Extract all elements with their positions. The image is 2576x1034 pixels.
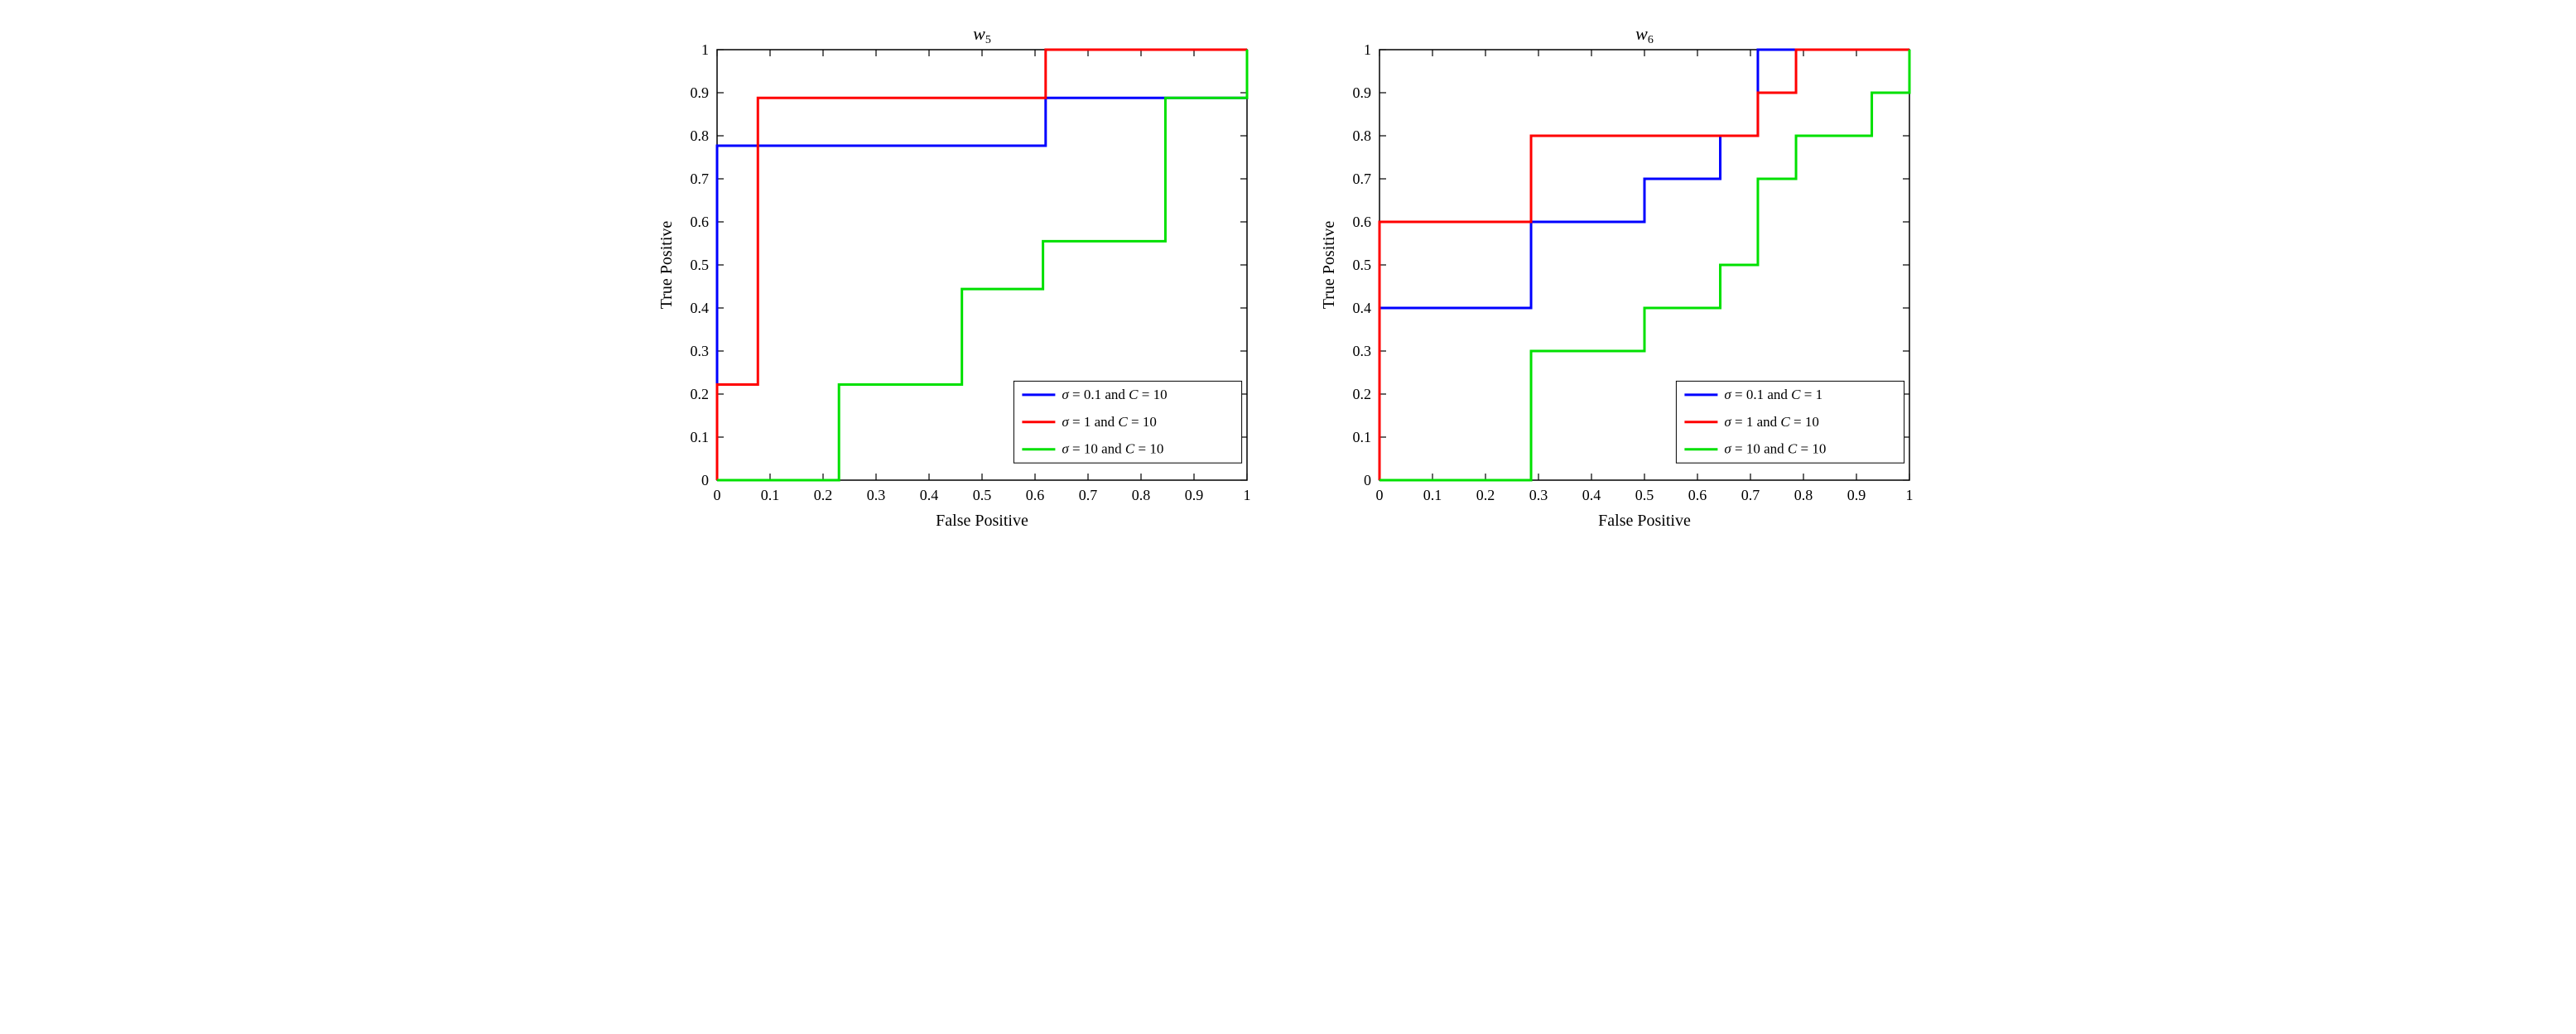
ytick-label: 0.7 [1352, 171, 1371, 187]
ytick-label: 0.3 [690, 343, 709, 359]
xtick-label: 0.3 [866, 487, 885, 503]
legend-label: σ = 0.1 and C = 1 [1724, 387, 1822, 402]
ytick-label: 0.2 [690, 386, 709, 402]
ytick-label: 0.5 [690, 257, 709, 273]
ytick-label: 0.4 [690, 300, 709, 316]
ytick-label: 0.9 [690, 84, 709, 101]
xtick-label: 0.6 [1688, 487, 1707, 503]
ytick-label: 0.3 [1352, 343, 1371, 359]
xtick-label: 0.7 [1741, 487, 1760, 503]
ytick-label: 0.1 [690, 429, 709, 445]
ytick-label: 0.6 [1352, 214, 1371, 230]
xtick-label: 0.5 [972, 487, 991, 503]
ytick-label: 0.8 [690, 127, 709, 144]
xtick-label: 0.9 [1847, 487, 1866, 503]
xtick-label: 0.9 [1184, 487, 1203, 503]
ytick-label: 0.2 [1352, 386, 1371, 402]
xtick-label: 0.1 [760, 487, 779, 503]
chart-svg-w5: 0 0.1 0.2 0.3 0.4 0.5 0.6 0.7 0.8 0.9 1 0 0.1 0.2 0.3 0… [651, 17, 1264, 538]
ylabel: True Positive [1320, 221, 1338, 310]
xtick-label: 0.5 [1635, 487, 1654, 503]
xlabel: False Positive [936, 512, 1028, 530]
xtick-label: 0.2 [813, 487, 832, 503]
xtick-label: 0.8 [1131, 487, 1150, 503]
legend-label: σ = 10 and C = 10 [1724, 441, 1826, 457]
xtick-label: 0 [713, 487, 720, 503]
legend-label: σ = 1 and C = 10 [1724, 414, 1818, 430]
chart-svg-w6: 0 0.1 0.2 0.3 0.4 0.5 0.6 0.7 0.8 0.9 1 0 0.1 0.2 0.3 0… [1313, 17, 1926, 538]
xtick-label: 0.7 [1078, 487, 1097, 503]
legend-label: σ = 1 and C = 10 [1062, 414, 1156, 430]
xtick-label: 0.4 [919, 487, 938, 503]
chart-w5: 0 0.1 0.2 0.3 0.4 0.5 0.6 0.7 0.8 0.9 1 0 0.1 0.2 0.3 0… [651, 17, 1264, 538]
xtick-label: 1 [1905, 487, 1913, 503]
xtick-label: 0.8 [1794, 487, 1813, 503]
ytick-label: 0.8 [1352, 127, 1371, 144]
ytick-label: 1 [1364, 41, 1371, 58]
ytick-label: 0 [701, 472, 709, 488]
chart-title: w5 [973, 23, 991, 46]
ytick-label: 0.7 [690, 171, 709, 187]
legend-label: σ = 0.1 and C = 10 [1062, 387, 1167, 402]
chart-title: w6 [1635, 23, 1654, 46]
ytick-label: 0.4 [1352, 300, 1371, 316]
ytick-label: 0.5 [1352, 257, 1371, 273]
chart-w6: 0 0.1 0.2 0.3 0.4 0.5 0.6 0.7 0.8 0.9 1 0 0.1 0.2 0.3 0… [1313, 17, 1926, 538]
ytick-label: 0.9 [1352, 84, 1371, 101]
ytick-label: 1 [701, 41, 709, 58]
xlabel: False Positive [1598, 512, 1691, 530]
xtick-label: 0.1 [1423, 487, 1442, 503]
ytick-label: 0.1 [1352, 429, 1371, 445]
ylabel: True Positive [657, 221, 676, 310]
xtick-label: 0.3 [1529, 487, 1548, 503]
legend-label: σ = 10 and C = 10 [1062, 441, 1163, 457]
xtick-label: 0 [1375, 487, 1383, 503]
xtick-label: 0.4 [1582, 487, 1601, 503]
ytick-label: 0 [1364, 472, 1371, 488]
xtick-label: 0.6 [1025, 487, 1044, 503]
ytick-label: 0.6 [690, 214, 709, 230]
xtick-label: 1 [1243, 487, 1250, 503]
xtick-label: 0.2 [1476, 487, 1495, 503]
